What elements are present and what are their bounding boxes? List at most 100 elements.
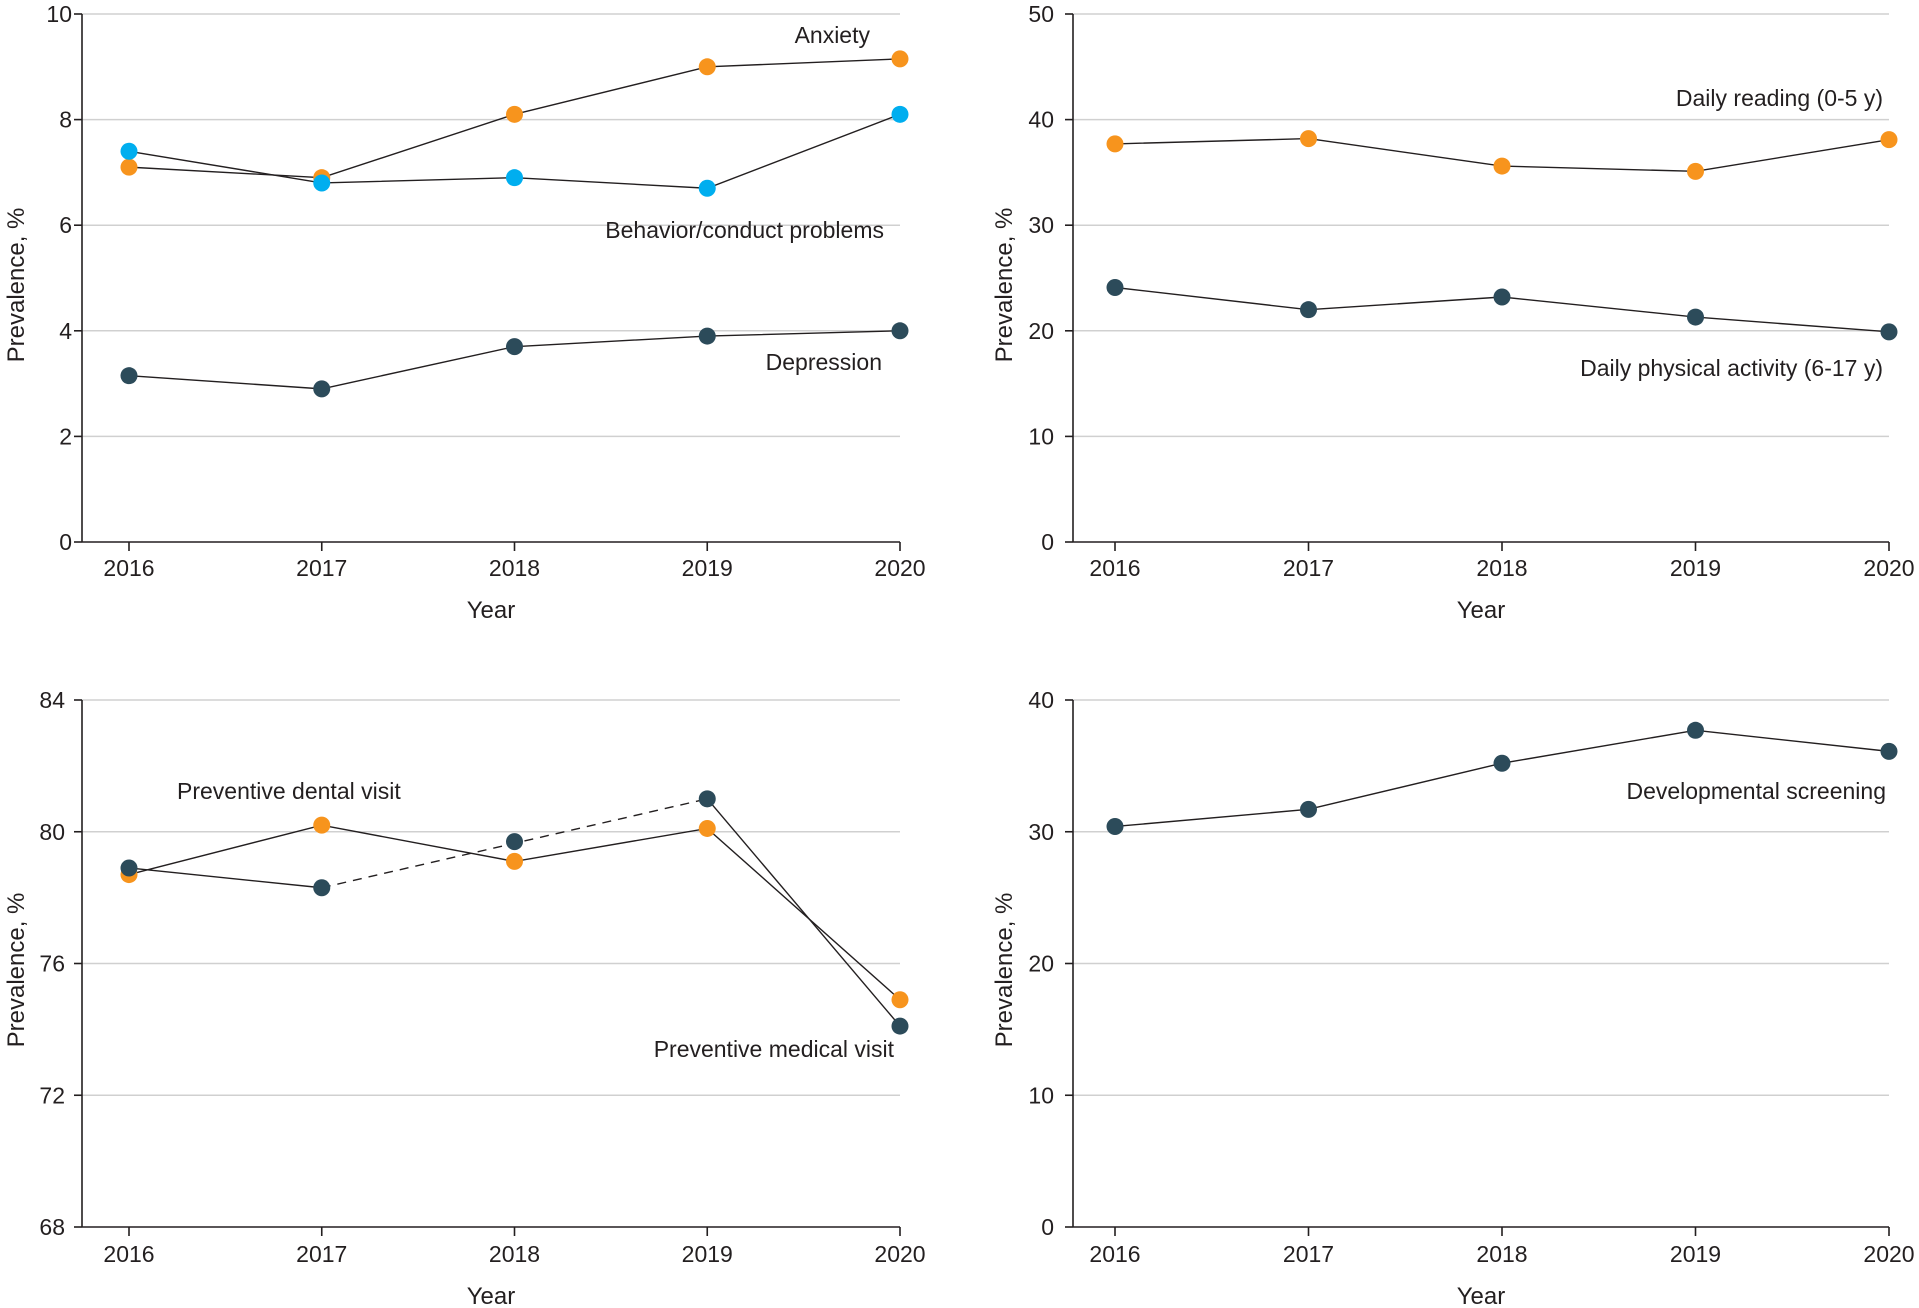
data-point [698,327,716,345]
series-label: Preventive dental visit [177,778,401,804]
x-tick-label: 2020 [1863,1241,1914,1267]
x-tick-label: 2017 [296,555,347,581]
data-point [1880,131,1898,149]
data-point [891,50,909,68]
data-point [1687,308,1704,326]
series-label: Depression [766,349,882,375]
y-tick-label: 10 [1028,1082,1054,1108]
x-axis-title: Year [1457,597,1506,624]
x-tick-label: 2019 [682,555,733,581]
chart-panel-3: 68 72 76 80 84 2016 2017 2018 2019 2020 Year Preval… [3,687,926,1308]
x-axis-title: Year [467,597,516,624]
series-label: Behavior/conduct problems [605,217,884,243]
x-tick-label: 2016 [1089,1241,1140,1267]
y-tick-label: 0 [1041,1214,1054,1240]
data-point [891,105,909,123]
x-tick-label: 2019 [1670,555,1721,581]
x-tick-label: 2016 [103,555,154,581]
data-point [120,367,138,385]
series-line-2 [706,798,901,1027]
y-axis-title: Prevalence, % [3,208,30,363]
series-line-2 [128,867,322,889]
data-point [506,338,523,356]
data-point [698,179,716,197]
x-tick-label: 2018 [1476,1241,1527,1267]
data-point [1687,721,1704,739]
y-tick-label: 72 [39,1082,65,1108]
data-point [506,105,523,123]
y-tick-label: 84 [39,687,65,713]
data-point [506,833,523,851]
data-point [1106,279,1124,297]
data-point [698,58,716,76]
x-tick-label: 2017 [1283,1241,1334,1267]
data-point [1300,800,1317,818]
x-tick-label: 2018 [1476,555,1527,581]
data-point [1493,157,1511,175]
y-axis-title: Prevalence, % [991,208,1018,363]
x-tick-label: 2019 [682,1241,733,1267]
y-tick-label: 80 [39,819,65,845]
y-tick-label: 8 [59,107,72,133]
data-point [313,816,331,834]
x-tick-label: 2018 [489,1241,540,1267]
y-tick-label: 0 [59,529,72,555]
data-point [1880,742,1898,760]
data-point [313,879,331,897]
y-tick-label: 2 [59,423,72,449]
data-point [1300,301,1317,319]
y-tick-label: 0 [1041,529,1054,555]
x-tick-label: 2020 [874,555,925,581]
data-point [1493,754,1511,772]
y-tick-label: 68 [39,1214,65,1240]
data-point [1300,130,1317,148]
series-line-1 [128,824,901,1001]
y-tick-label: 4 [59,318,72,344]
x-tick-label: 2017 [296,1241,347,1267]
data-point [698,790,716,808]
x-tick-label: 2020 [1863,555,1914,581]
series-label: Daily physical activity (6-17 y) [1580,355,1883,381]
x-axis-title: Year [1457,1283,1506,1308]
data-point [120,142,138,160]
y-tick-label: 20 [1028,318,1054,344]
data-point [1880,323,1898,341]
data-point [313,174,331,192]
series-label: Daily reading (0-5 y) [1676,85,1883,111]
data-point [1493,288,1511,306]
y-tick-label: 10 [46,1,72,27]
data-point [506,852,523,870]
y-tick-label: 76 [39,951,65,977]
series-label: Anxiety [795,22,871,48]
data-point [313,380,331,398]
x-tick-label: 2016 [103,1241,154,1267]
y-tick-label: 40 [1028,687,1054,713]
data-point [891,1017,909,1035]
x-tick-label: 2020 [874,1241,925,1267]
series-label: Developmental screening [1626,778,1886,804]
chart-panel-4: 0 10 20 30 40 2016 2017 2018 2019 2020 Year Prevale… [991,687,1915,1308]
x-axis-title: Year [467,1283,516,1308]
chart-panel-2: 0 10 20 30 40 50 2016 2017 2018 2019 2020 Year Preva… [991,1,1915,624]
y-tick-label: 30 [1028,819,1054,845]
data-point [506,169,523,187]
data-point [698,819,716,837]
y-tick-label: 50 [1028,1,1054,27]
y-axis-title: Prevalence, % [3,893,30,1048]
x-tick-label: 2017 [1283,555,1334,581]
series-label: Preventive medical visit [654,1036,895,1062]
x-tick-label: 2018 [489,555,540,581]
data-point [891,991,909,1009]
y-axis-title: Prevalence, % [991,893,1018,1048]
y-tick-label: 30 [1028,212,1054,238]
x-tick-label: 2016 [1089,555,1140,581]
data-point [1687,162,1704,180]
data-point [1106,817,1124,835]
data-point [1106,135,1124,153]
y-tick-label: 40 [1028,107,1054,133]
y-tick-label: 20 [1028,951,1054,977]
chart-panel-1: 0 2 4 6 8 10 2016 2017 2018 2019 2020 Year Prevalenc… [3,1,926,624]
y-tick-label: 6 [59,212,72,238]
data-point [120,859,138,877]
